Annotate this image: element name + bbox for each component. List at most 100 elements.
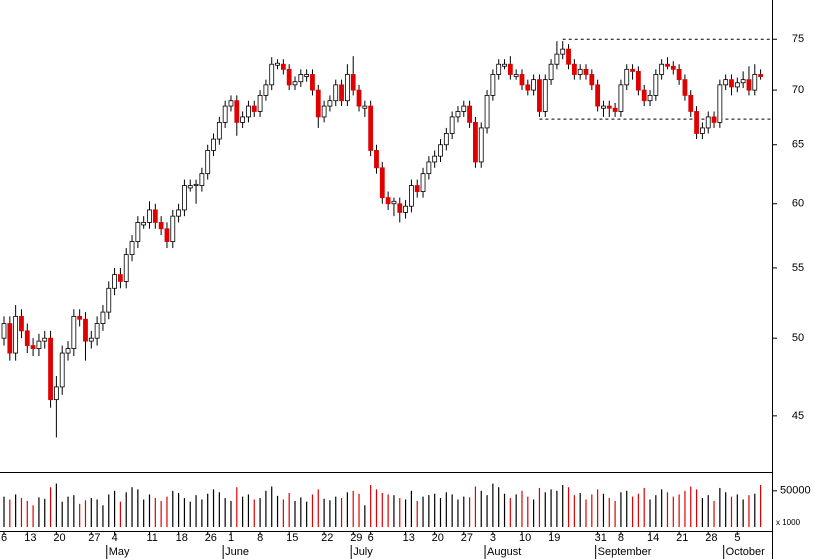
candle-body (193, 183, 199, 186)
x-tick-label: 4 (112, 532, 118, 544)
candle-body (432, 155, 438, 163)
candle-body (88, 337, 94, 342)
candle-body (711, 116, 717, 123)
candle-body (455, 111, 461, 118)
x-tick-label: 15 (286, 532, 298, 544)
candle-body (280, 63, 286, 70)
candle-body (77, 315, 83, 320)
candle-body (211, 138, 216, 151)
candle-body (1, 323, 7, 339)
candle-body (321, 105, 327, 118)
candle-body (484, 94, 490, 129)
x-tick-label: 26 (205, 532, 217, 544)
y-tick-label: 70 (792, 84, 804, 96)
candle-body (502, 63, 507, 67)
candle-body (507, 63, 513, 75)
candle-body (298, 74, 304, 83)
candle-body (740, 79, 746, 84)
candle-body (240, 116, 246, 123)
y-tick-label: 60 (792, 198, 804, 210)
candle-body (519, 74, 525, 86)
candle-body (420, 173, 426, 192)
candle-body (65, 348, 71, 354)
candle-body (414, 185, 420, 192)
candle-body (647, 94, 653, 102)
candle-body (635, 70, 641, 91)
x-tick-label: 21 (676, 532, 688, 544)
candle-body (356, 89, 362, 107)
candle-body (612, 107, 618, 112)
month-label: October (726, 546, 765, 558)
candle-body (42, 337, 48, 342)
candle-body (513, 74, 519, 77)
candle-body (292, 81, 298, 86)
x-tick-label: 20 (53, 532, 65, 544)
candle-body (391, 200, 397, 205)
x-tick-label: 6 (368, 532, 374, 544)
y-tick-label: 50 (792, 332, 804, 344)
candle-body (147, 209, 152, 223)
candle-body (403, 205, 408, 213)
candle-body (199, 173, 205, 186)
candle-body (263, 84, 269, 96)
y-tick-label: 65 (792, 139, 804, 151)
x-tick-label: 5 (734, 532, 740, 544)
month-label: September (598, 546, 652, 558)
candle-body (461, 105, 467, 112)
x-tick-label: 10 (519, 532, 531, 544)
candle-body (100, 311, 106, 324)
candle-body (560, 48, 566, 55)
candle-body (665, 63, 670, 67)
x-tick-label: 27 (88, 532, 100, 544)
candle-body (59, 352, 65, 388)
candle-body (135, 222, 141, 242)
candle-body (606, 105, 612, 109)
candle-body (13, 315, 19, 354)
candle-body (449, 116, 455, 134)
candle-body (275, 62, 280, 66)
candle-body (688, 94, 694, 112)
candle-body (187, 185, 193, 189)
candle-body (257, 94, 263, 112)
candle-body (426, 161, 432, 175)
candle-body (362, 105, 368, 109)
candle-body (670, 65, 676, 70)
candle-body (36, 340, 42, 349)
month-label: May (109, 546, 130, 558)
candle-body (525, 84, 531, 91)
candle-body (251, 105, 257, 112)
candle-body (7, 323, 13, 354)
x-tick-label: 29 (350, 532, 362, 544)
candle-body (327, 100, 333, 107)
volume-tick-label: 50000 (780, 485, 811, 497)
candle-body (700, 127, 705, 134)
candle-body (182, 185, 187, 211)
candle-body (694, 111, 699, 134)
candle-body (682, 79, 688, 96)
candle-body (601, 105, 606, 109)
x-tick-label: 14 (647, 532, 659, 544)
candle-body (618, 84, 624, 112)
x-tick-label: 6 (1, 532, 7, 544)
candle-body (368, 105, 374, 151)
candle-body (467, 105, 473, 123)
candle-body (717, 84, 723, 123)
volume-unit: x 1000 (776, 518, 801, 527)
candle-body (473, 121, 478, 163)
candle-body (286, 68, 292, 86)
candle-body (152, 209, 158, 223)
candle-body (234, 100, 240, 123)
candle-body (216, 121, 222, 140)
x-tick-label: 11 (147, 532, 158, 544)
candle-body (246, 105, 251, 118)
candle-body (653, 74, 659, 96)
x-tick-label: 1 (228, 532, 234, 544)
candle-body (548, 63, 554, 81)
candle-body (589, 74, 595, 86)
candle-body (537, 79, 542, 112)
candle-body (571, 63, 577, 75)
candle-body (48, 337, 53, 401)
candle-body (729, 79, 734, 88)
candle-body (164, 228, 170, 242)
